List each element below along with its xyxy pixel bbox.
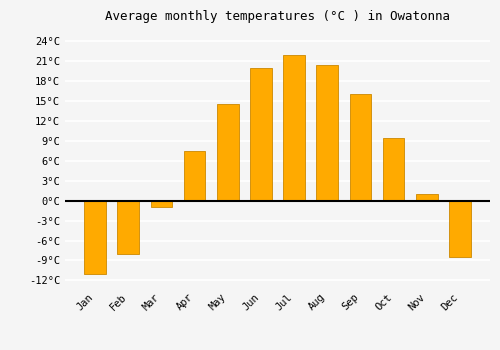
Bar bbox=[383, 138, 404, 201]
Title: Average monthly temperatures (°C ) in Owatonna: Average monthly temperatures (°C ) in Ow… bbox=[105, 10, 450, 23]
Bar bbox=[84, 201, 106, 274]
Bar bbox=[316, 64, 338, 201]
Bar bbox=[184, 151, 206, 201]
Bar bbox=[150, 201, 172, 207]
Bar bbox=[217, 104, 238, 201]
Bar bbox=[284, 55, 305, 201]
Bar bbox=[350, 94, 371, 201]
Bar bbox=[416, 194, 438, 201]
Bar bbox=[250, 68, 272, 201]
Bar bbox=[449, 201, 470, 257]
Bar bbox=[118, 201, 139, 254]
